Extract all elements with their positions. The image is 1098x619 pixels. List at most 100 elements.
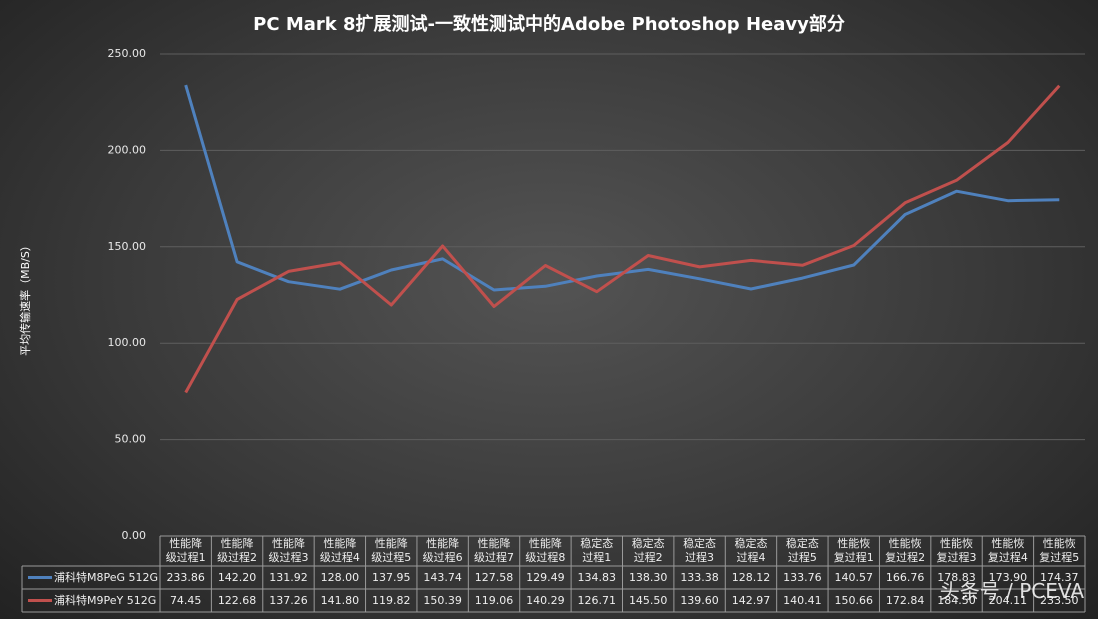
value-label: 129.49 <box>520 566 571 589</box>
value-label: 127.58 <box>468 566 519 589</box>
value-label: 119.06 <box>468 589 519 612</box>
text: 174.37 <box>1040 570 1079 584</box>
text: 140.41 <box>783 593 822 607</box>
text: 204.11 <box>988 593 1028 607</box>
value-label: 173.90 <box>982 566 1033 589</box>
text: 性能恢复过程1 <box>833 537 874 564</box>
category-label: 性能降级过程4 <box>314 536 365 566</box>
value-label: 119.82 <box>366 589 417 612</box>
text: 122.68 <box>217 593 257 607</box>
text: 233.86 <box>166 570 205 584</box>
value-label: 142.97 <box>725 589 776 612</box>
y-tick-label: 50.00 <box>115 433 147 446</box>
text: 性能降级过程5 <box>371 537 412 564</box>
text: 140.29 <box>526 593 565 607</box>
value-label: 128.12 <box>725 566 776 589</box>
text: 119.06 <box>474 593 514 607</box>
category-label: 性能降级过程7 <box>468 536 519 566</box>
category-label: 性能降级过程6 <box>417 536 468 566</box>
y-tick-label: 0.00 <box>122 529 147 542</box>
value-label: 134.83 <box>571 566 622 589</box>
text: 性能恢复过程5 <box>1039 537 1080 564</box>
value-label: 141.80 <box>314 589 365 612</box>
y-tick-label: 200.00 <box>108 143 147 156</box>
text: 稳定态过程5 <box>785 537 819 564</box>
text: 133.76 <box>783 570 822 584</box>
text: 性能降级过程8 <box>525 537 566 564</box>
category-label: 性能恢复过程1 <box>828 536 879 566</box>
category-label: 稳定态过程4 <box>725 536 776 566</box>
category-label: 性能恢复过程3 <box>931 536 982 566</box>
text: 浦科特M8PeG 512G <box>54 570 159 584</box>
category-label: 性能降级过程5 <box>366 536 417 566</box>
value-label: 138.30 <box>623 566 674 589</box>
value-label: 74.45 <box>160 589 211 612</box>
value-label: 137.95 <box>366 566 417 589</box>
category-label: 性能降级过程8 <box>520 536 571 566</box>
y-tick-label: 100.00 <box>108 336 147 349</box>
y-tick-label: 150.00 <box>108 240 147 253</box>
text: 145.50 <box>628 593 668 607</box>
category-label: 稳定态过程3 <box>674 536 725 566</box>
value-label: 140.29 <box>520 589 571 612</box>
text: 137.26 <box>269 593 308 607</box>
text: 126.71 <box>577 593 617 607</box>
category-label: 性能恢复过程2 <box>879 536 930 566</box>
text: 稳定态过程4 <box>734 537 768 564</box>
text: 142.20 <box>217 570 257 584</box>
text: 浦科特M9PeY 512G <box>54 593 157 607</box>
text: 184.50 <box>937 593 976 607</box>
text: 143.74 <box>423 570 462 584</box>
value-label: 150.39 <box>417 589 468 612</box>
value-label: 166.76 <box>879 566 930 589</box>
text: 127.58 <box>474 570 514 584</box>
text: 性能降级过程2 <box>217 537 258 564</box>
text: 173.90 <box>988 570 1028 584</box>
text: 172.84 <box>885 593 925 607</box>
value-label: 233.86 <box>160 566 211 589</box>
value-label: 139.60 <box>674 589 725 612</box>
text: 性能降级过程4 <box>319 537 360 564</box>
text: 137.95 <box>371 570 411 584</box>
value-label: 143.74 <box>417 566 468 589</box>
value-label: 133.76 <box>777 566 828 589</box>
category-label: 性能降级过程3 <box>263 536 314 566</box>
y-axis-label: 平均传输速率（MB/S） <box>18 240 32 356</box>
value-label: 128.00 <box>314 566 365 589</box>
value-label: 142.20 <box>211 566 262 589</box>
category-label: 稳定态过程2 <box>623 536 674 566</box>
text: 139.60 <box>680 593 719 607</box>
category-label: 性能恢复过程5 <box>1034 536 1085 566</box>
text: 稳定态过程1 <box>580 537 614 564</box>
series-line <box>184 84 1060 292</box>
value-label: 204.11 <box>982 589 1033 612</box>
text: 性能恢复过程2 <box>885 537 926 564</box>
value-label: 184.50 <box>931 589 982 612</box>
text: 131.92 <box>269 570 308 584</box>
text: 134.83 <box>577 570 617 584</box>
value-label: 137.26 <box>263 589 314 612</box>
text: 178.83 <box>937 570 976 584</box>
value-label: 233.50 <box>1034 589 1085 612</box>
value-label: 174.37 <box>1034 566 1085 589</box>
text: 140.57 <box>834 570 873 584</box>
text: 166.76 <box>885 570 925 584</box>
value-label: 131.92 <box>263 566 314 589</box>
text: 141.80 <box>320 593 360 607</box>
legend-label: 浦科特M8PeG 512G <box>54 566 160 589</box>
category-label: 性能降级过程1 <box>160 536 211 566</box>
text: 稳定态过程3 <box>683 537 717 564</box>
text: 性能降级过程1 <box>165 537 206 564</box>
text: 138.30 <box>628 570 668 584</box>
value-label: 140.57 <box>828 566 879 589</box>
text: 129.49 <box>526 570 565 584</box>
value-label: 140.41 <box>777 589 828 612</box>
text: 128.00 <box>320 570 360 584</box>
text: 74.45 <box>169 593 202 607</box>
category-label: 稳定态过程1 <box>571 536 622 566</box>
value-label: 122.68 <box>211 589 262 612</box>
value-label: 145.50 <box>623 589 674 612</box>
value-label: 172.84 <box>879 589 930 612</box>
